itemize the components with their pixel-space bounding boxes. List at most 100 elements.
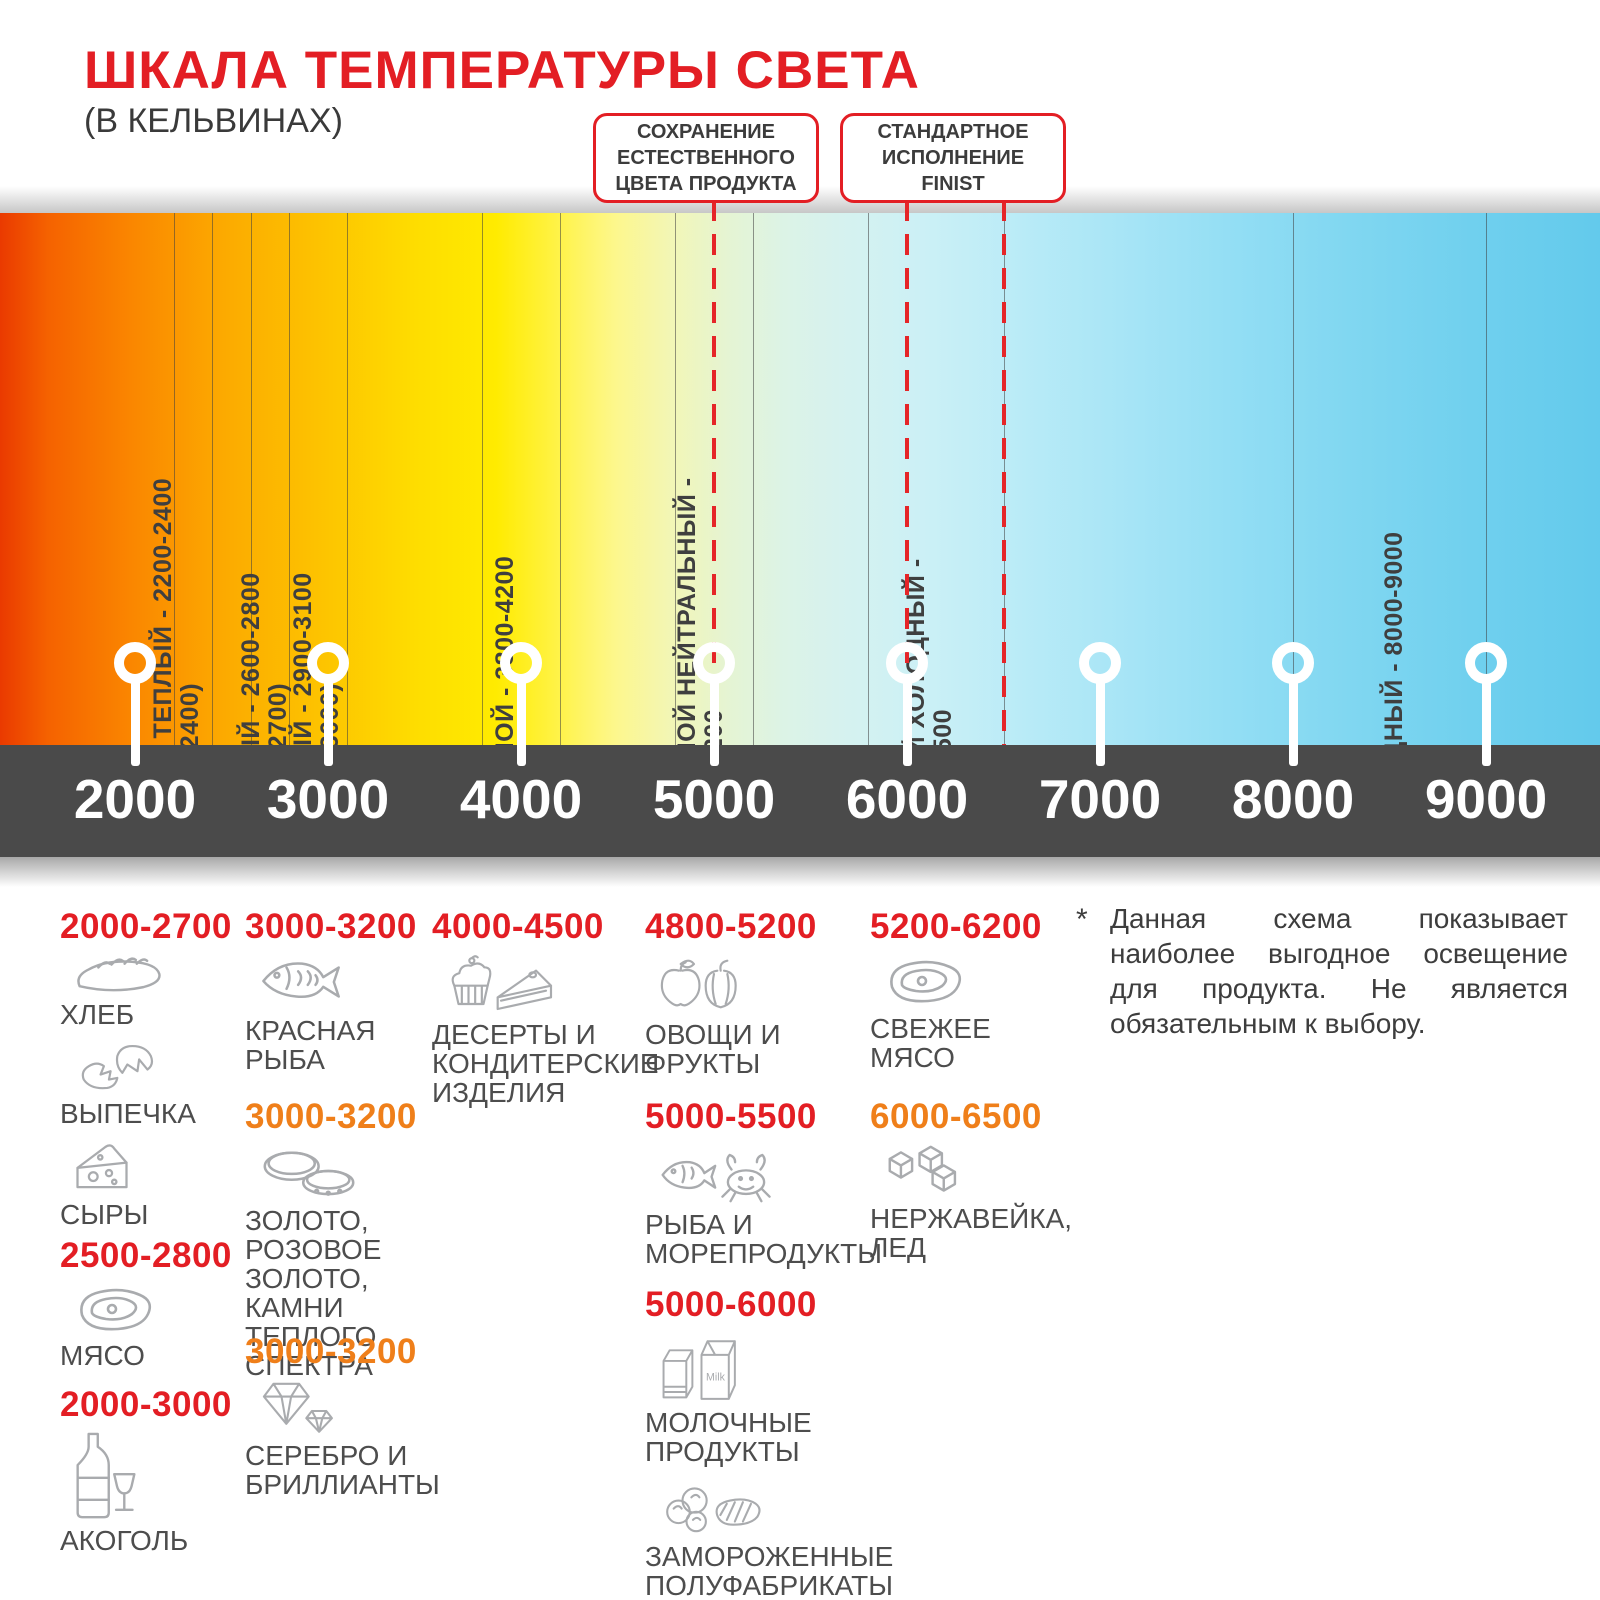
scale-marker-6000 <box>886 642 928 766</box>
recommended-range-line-5000 <box>712 200 716 745</box>
product-label: ХЛЕБ <box>60 999 135 1030</box>
product-label: СЫРЫ <box>60 1199 149 1230</box>
band-boundary-line <box>559 213 561 745</box>
axis-tick-9000: 9000 <box>1424 768 1548 830</box>
category-group-stainless-ice: 6000-6500 НЕРЖАВЕЙКА, ЛЕД <box>870 1097 1073 1274</box>
bottom-shadow-divider <box>0 857 1600 887</box>
product-label: КРАСНАЯ РЫБА <box>245 1015 376 1075</box>
product-label: ОВОЩИ И ФРУКТЫ <box>645 1019 781 1079</box>
range-label: 2000-2700 <box>60 907 232 946</box>
recommended-range-line-6500 <box>1001 200 1006 745</box>
product-label: СВЕЖЕЕ МЯСО <box>870 1013 991 1073</box>
range-label: 4800-5200 <box>645 907 817 946</box>
range-label: 6000-6500 <box>870 1097 1042 1136</box>
alcohol-icon <box>74 1432 245 1520</box>
marker-stem <box>1481 682 1491 766</box>
category-group-desserts: 4000-4500 ДЕСЕРТЫ И КОНДИТЕРСКИЕ ИЗДЕЛИЯ <box>432 907 659 1119</box>
gold-rings-icon <box>259 1144 475 1200</box>
band-boundary-line <box>675 213 677 745</box>
pastry-icon <box>74 1041 245 1093</box>
axis-tick-4000: 4000 <box>459 768 583 830</box>
seafood-icon <box>659 1144 875 1204</box>
range-label: 3000-3200 <box>245 907 417 946</box>
product-label: МОЛОЧНЫЕ ПРОДУКТЫ <box>645 1407 812 1467</box>
product-label: СЕРЕБРО И БРИЛЛИАНТЫ <box>245 1440 440 1500</box>
range-label: 2000-3000 <box>60 1385 232 1424</box>
band-boundary-line <box>212 213 214 745</box>
scale-marker-7000 <box>1079 642 1121 766</box>
marker-stem <box>130 682 140 766</box>
axis-tick-7000: 7000 <box>1038 768 1162 830</box>
marker-stem <box>1288 682 1298 766</box>
category-group-silver: 3000-3200 СЕРЕБРО И БРИЛЛИАНТЫ <box>245 1333 465 1511</box>
scale-marker-9000 <box>1465 642 1507 766</box>
scale-marker-3000 <box>307 642 349 766</box>
product-label: ЗАМОРОЖЕННЫЕ ПОЛУФАБРИКАТЫ <box>645 1541 894 1600</box>
marker-stem <box>1095 682 1105 766</box>
range-label: 3000-3200 <box>245 1332 417 1371</box>
product-label: ВЫПЕЧКА <box>60 1098 196 1129</box>
temperature-gradient-bar: СУПЕР ТЕПЛЫЙ - 2200-2400 (тип К 2400) ТЕ… <box>0 213 1600 833</box>
range-label: 5000-5500 <box>645 1097 817 1136</box>
range-label: 5000-6000 <box>645 1285 817 1324</box>
range-label: 4000-4500 <box>432 907 604 946</box>
callout-finist-standard: СТАНДАРТНОЕ ИСПОЛНЕНИЕ FINIST <box>840 113 1066 203</box>
recommended-range-line-6000 <box>905 200 909 745</box>
band-boundary-line <box>250 213 252 745</box>
axis-tick-2000: 2000 <box>73 768 197 830</box>
marker-ring <box>1079 642 1121 684</box>
marker-stem <box>516 682 526 766</box>
marker-stem <box>709 682 719 766</box>
product-label: НЕРЖАВЕЙКА, ЛЕД <box>870 1203 1073 1263</box>
marker-ring <box>693 642 735 684</box>
diamond-icon <box>259 1379 465 1435</box>
fresh-meat-icon <box>884 954 1070 1008</box>
band-boundary-line <box>868 213 870 745</box>
scale-marker-2000 <box>114 642 156 766</box>
page-title: ШКАЛА ТЕМПЕРАТУРЫ СВЕТА <box>84 41 920 100</box>
marker-ring <box>307 642 349 684</box>
footnote-asterisk: * <box>1076 903 1088 936</box>
band-boundary-line <box>347 213 349 745</box>
meat-icon <box>74 1283 245 1335</box>
band-boundary-line <box>752 213 754 745</box>
produce-icon <box>659 954 875 1014</box>
range-label: 5200-6200 <box>870 907 1042 946</box>
range-label: 2500-2800 <box>60 1236 232 1275</box>
category-group-2000-2700: 2000-2700 ХЛЕБ ВЫПЕЧКА СЫРЫ <box>60 908 245 1241</box>
product-label: АКОГОЛЬ <box>60 1525 189 1556</box>
marker-ring <box>1465 642 1507 684</box>
marker-ring <box>114 642 156 684</box>
callout-natural-color: СОХРАНЕНИЕ ЕСТЕСТВЕННОГО ЦВЕТА ПРОДУКТА <box>593 113 819 203</box>
band-boundary-line <box>289 213 291 745</box>
category-group-dairy-frozen: 5000-6000 Milk МОЛОЧНЫЕ ПРОДУКТЫ ЗАМОРОЖ… <box>645 1286 945 1600</box>
scale-marker-4000 <box>500 642 542 766</box>
category-group-2000-3000: 2000-3000 АКОГОЛЬ <box>60 1386 245 1567</box>
axis-tick-8000: 8000 <box>1231 768 1355 830</box>
marker-stem <box>323 682 333 766</box>
axis-tick-5000: 5000 <box>652 768 776 830</box>
scale-marker-5000 <box>693 642 735 766</box>
stainless-ice-icon <box>884 1144 1070 1198</box>
axis-tick-6000: 6000 <box>845 768 969 830</box>
svg-text:Milk: Milk <box>706 1372 726 1384</box>
band-boundary-line <box>1486 213 1487 745</box>
scale-marker-8000 <box>1272 642 1314 766</box>
marker-ring <box>1272 642 1314 684</box>
frozen-icon <box>659 1478 945 1536</box>
dairy-icon: Milk <box>659 1332 945 1402</box>
footnote-text: Данная схема показывает наиболее выгодно… <box>1110 903 1568 1039</box>
product-label: РЫБА И МОРЕПРОДУКТЫ <box>645 1209 883 1269</box>
cheese-icon <box>74 1140 245 1194</box>
product-label: ЗОЛОТО, РОЗОВОЕ ЗОЛОТО, КАМНИ ТЕПЛОГО СП… <box>245 1205 382 1381</box>
product-label: МЯСО <box>60 1340 145 1371</box>
axis-tick-3000: 3000 <box>266 768 390 830</box>
category-group-2500-2800: 2500-2800 МЯСО <box>60 1237 245 1382</box>
kelvin-axis-bar: 2000 3000 4000 5000 6000 7000 8000 9000 <box>0 745 1600 857</box>
desserts-icon <box>446 954 647 1014</box>
category-group-seafood: 5000-5500 РЫБА И МОРЕПРОДУКТЫ <box>645 1097 883 1280</box>
category-group-gold: 3000-3200 ЗОЛОТО, РОЗОВОЕ ЗОЛОТО, КАМНИ … <box>245 1098 475 1392</box>
band-boundary-line <box>173 213 175 745</box>
marker-ring <box>500 642 542 684</box>
